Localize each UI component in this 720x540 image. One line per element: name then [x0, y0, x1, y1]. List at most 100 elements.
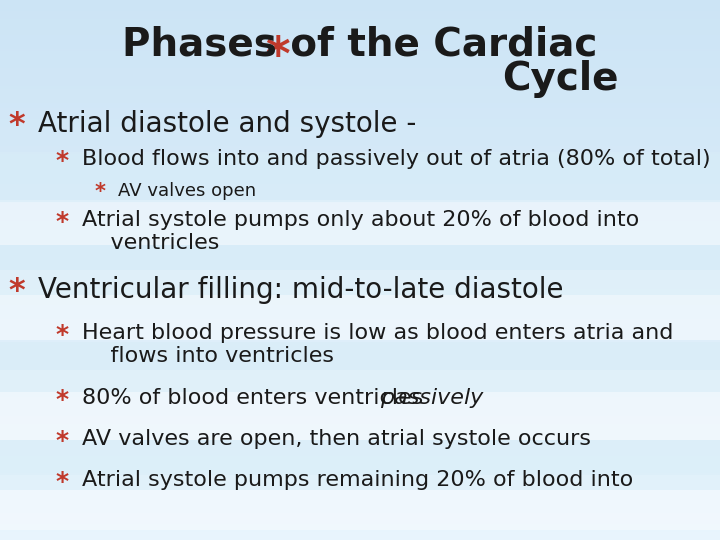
Bar — [0, 124, 720, 127]
Bar — [0, 127, 720, 130]
Text: *: * — [8, 275, 24, 307]
Text: Atrial systole pumps only about 20% of blood into
    ventricles: Atrial systole pumps only about 20% of b… — [82, 210, 639, 253]
Bar — [0, 456, 720, 459]
Bar — [0, 427, 720, 429]
Bar — [0, 11, 720, 14]
Bar — [0, 143, 720, 146]
Bar — [0, 5, 720, 8]
Bar — [0, 421, 720, 424]
Bar — [0, 292, 720, 294]
FancyBboxPatch shape — [0, 440, 720, 490]
Bar — [0, 516, 720, 518]
Bar — [0, 494, 720, 497]
Bar — [0, 281, 720, 284]
Text: *: * — [8, 110, 24, 141]
Bar — [0, 243, 720, 246]
Bar — [0, 378, 720, 381]
Bar — [0, 435, 720, 437]
Bar — [0, 230, 720, 232]
Bar — [0, 526, 720, 529]
Bar — [0, 111, 720, 113]
FancyBboxPatch shape — [0, 475, 720, 530]
Bar — [0, 65, 720, 68]
Bar — [0, 184, 720, 186]
Bar — [0, 3, 720, 5]
Bar — [0, 176, 720, 178]
Bar — [0, 19, 720, 22]
Bar — [0, 251, 720, 254]
Bar — [0, 103, 720, 105]
Text: Atrial systole pumps remaining 20% of blood into: Atrial systole pumps remaining 20% of bl… — [82, 470, 634, 490]
Bar — [0, 40, 720, 43]
Bar — [0, 448, 720, 451]
Bar — [0, 146, 720, 148]
Bar — [0, 248, 720, 251]
FancyBboxPatch shape — [0, 342, 720, 392]
Bar — [0, 159, 720, 162]
Text: *: * — [55, 388, 68, 412]
Text: *: * — [95, 182, 106, 202]
Bar — [0, 43, 720, 46]
Text: *: * — [55, 322, 68, 347]
Bar — [0, 405, 720, 408]
Bar — [0, 76, 720, 78]
Bar — [0, 256, 720, 259]
Bar — [0, 16, 720, 19]
Bar — [0, 32, 720, 35]
Bar — [0, 154, 720, 157]
Bar — [0, 443, 720, 445]
Text: Atrial diastole and systole -: Atrial diastole and systole - — [38, 110, 416, 138]
Bar — [0, 151, 720, 154]
Bar — [0, 57, 720, 59]
Bar — [0, 373, 720, 375]
Bar — [0, 238, 720, 240]
Bar — [0, 513, 720, 516]
Bar — [0, 446, 720, 448]
Bar — [0, 537, 720, 540]
Bar — [0, 316, 720, 319]
Bar — [0, 100, 720, 103]
Bar — [0, 73, 720, 76]
Bar — [0, 313, 720, 316]
Bar — [0, 416, 720, 418]
Bar — [0, 181, 720, 184]
Bar — [0, 30, 720, 32]
Bar — [0, 167, 720, 170]
Bar — [0, 338, 720, 340]
Bar — [0, 265, 720, 267]
Bar — [0, 211, 720, 213]
Bar — [0, 481, 720, 483]
Bar — [0, 486, 720, 489]
Bar — [0, 410, 720, 413]
Bar — [0, 254, 720, 256]
Bar — [0, 84, 720, 86]
Bar — [0, 356, 720, 359]
Bar — [0, 59, 720, 62]
Bar — [0, 192, 720, 194]
Text: *: * — [265, 35, 289, 80]
Bar — [0, 383, 720, 386]
Bar — [0, 92, 720, 94]
Bar — [0, 300, 720, 302]
Bar — [0, 49, 720, 51]
Bar — [0, 8, 720, 11]
Bar — [0, 27, 720, 30]
FancyBboxPatch shape — [0, 152, 720, 202]
Bar — [0, 186, 720, 189]
Bar — [0, 483, 720, 486]
Bar — [0, 14, 720, 16]
Text: Heart blood pressure is low as blood enters atria and
    flows into ventricles: Heart blood pressure is low as blood ent… — [82, 322, 673, 366]
Bar — [0, 351, 720, 354]
Bar — [0, 105, 720, 108]
Bar — [0, 138, 720, 140]
Bar — [0, 173, 720, 176]
Bar — [0, 46, 720, 49]
Bar — [0, 119, 720, 122]
Bar — [0, 219, 720, 221]
Bar — [0, 200, 720, 202]
Bar — [0, 346, 720, 348]
Bar — [0, 205, 720, 208]
Bar — [0, 24, 720, 27]
Bar — [0, 22, 720, 24]
Bar — [0, 529, 720, 532]
